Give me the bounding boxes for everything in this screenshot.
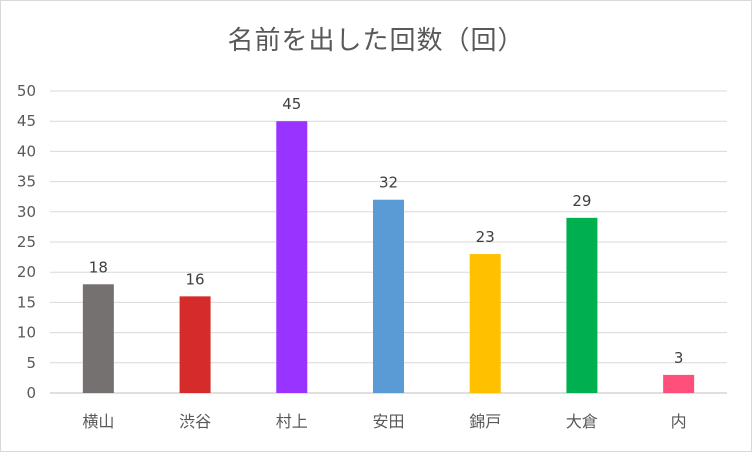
y-tick-label: 20	[17, 263, 36, 281]
data-label: 3	[674, 349, 684, 367]
y-tick-label: 40	[17, 142, 36, 160]
category-label: 大倉	[566, 412, 598, 431]
bar-5	[469, 254, 501, 393]
bar-4	[373, 199, 404, 393]
bar-1	[82, 284, 114, 393]
y-tick-label: 10	[17, 324, 36, 342]
y-tick-label: 50	[17, 82, 36, 100]
chart-title: 名前を出した回数（回）	[227, 26, 525, 56]
y-tick-label: 35	[17, 173, 36, 191]
y-tick-label: 5	[26, 354, 36, 372]
bar-6	[566, 217, 598, 393]
data-label: 32	[379, 174, 398, 192]
y-tick-label: 30	[17, 203, 36, 221]
bar-3	[276, 121, 308, 393]
category-label: 錦戸	[469, 412, 501, 431]
data-label: 18	[89, 258, 108, 276]
y-tick-label: 45	[17, 112, 36, 130]
category-label: 安田	[372, 412, 404, 431]
category-label: 横山	[82, 412, 114, 431]
bar-2	[179, 296, 211, 393]
category-label: 内	[671, 412, 687, 431]
category-label: 渋谷	[179, 412, 211, 431]
data-label: 45	[282, 95, 301, 113]
category-label: 村上	[276, 412, 308, 431]
data-label: 29	[572, 192, 591, 210]
y-tick-label: 25	[17, 233, 36, 251]
y-tick-label: 15	[17, 293, 36, 311]
bar-7	[663, 374, 695, 393]
data-label: 16	[186, 270, 205, 288]
y-tick-label: 0	[26, 384, 36, 402]
data-label: 23	[476, 228, 495, 246]
